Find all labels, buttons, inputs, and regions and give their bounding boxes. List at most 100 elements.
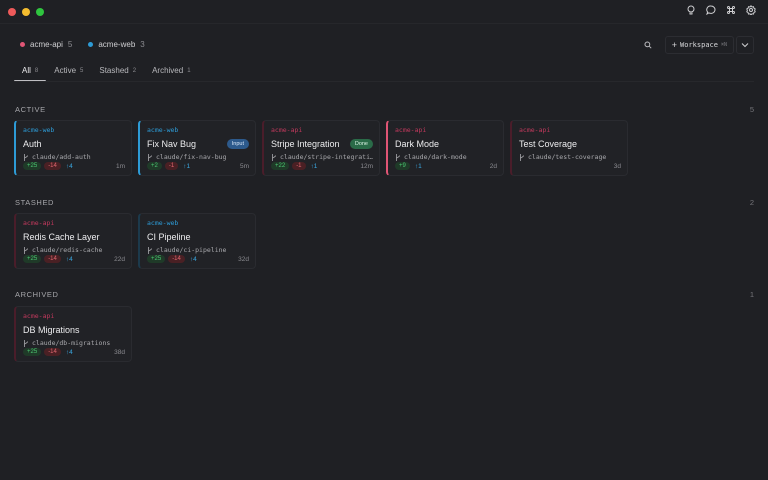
lines-added: +25 — [23, 348, 42, 356]
card-title: Fix Nav Bug — [147, 139, 197, 149]
lines-removed: -14 — [168, 255, 185, 263]
section-label: ACTIVE — [15, 105, 46, 114]
card-branch: claude/test-coverage — [528, 153, 607, 161]
tab-count: 1 — [187, 67, 191, 74]
repo-color-dot — [88, 42, 94, 47]
lines-added: +25 — [147, 255, 166, 263]
section-header-active: ACTIVE 5 — [15, 105, 754, 114]
close-window-button[interactable] — [8, 8, 16, 16]
card-branch: claude/redis-cache — [32, 246, 103, 254]
section-count: 1 — [749, 290, 754, 299]
card-branch: claude/db-migrations — [32, 339, 111, 347]
workspace-card[interactable]: acme-web CI Pipeline claude/ci-pipeline … — [138, 213, 256, 269]
plus-icon: + — [671, 40, 678, 50]
workspace-card[interactable]: acme-web Fix Nav Bug Input claude/fix-nav… — [138, 120, 256, 176]
tab-all[interactable]: All 8 — [14, 63, 47, 82]
tab-active[interactable]: Active 5 — [46, 63, 91, 81]
workspace-card[interactable]: acme-api Redis Cache Layer claude/redis-… — [14, 213, 132, 269]
tab-count: 5 — [80, 67, 84, 74]
lines-added: +25 — [23, 255, 42, 263]
card-age: 38d — [114, 348, 125, 356]
lines-added: +2 — [147, 162, 162, 170]
card-repo: acme-api — [271, 126, 303, 134]
status-badge: Done — [349, 139, 373, 149]
card-age: 5m — [239, 162, 249, 170]
card-repo: acme-api — [23, 219, 55, 227]
card-title: DB Migrations — [23, 325, 80, 335]
section-label: ARCHIVED — [15, 290, 59, 299]
card-branch: claude/add-auth — [32, 153, 91, 161]
git-branch-icon — [24, 246, 28, 254]
card-title: Redis Cache Layer — [23, 232, 100, 242]
command-icon[interactable] — [726, 4, 736, 16]
lines-removed: -14 — [44, 348, 61, 356]
card-title: Test Coverage — [519, 139, 578, 149]
workspace-card[interactable]: acme-web Auth claude/add-auth +25 -14 ↑4… — [14, 120, 132, 176]
commits-ahead: ↑1 — [310, 162, 318, 170]
card-repo: acme-api — [23, 312, 55, 320]
commits-ahead: ↑4 — [65, 255, 73, 263]
workspace-label: Workspace — [680, 41, 718, 49]
card-age: 32d — [238, 255, 249, 263]
settings-gear-icon[interactable] — [746, 4, 756, 16]
tab-stashed[interactable]: Stashed 2 — [91, 63, 144, 81]
workspace-card[interactable]: acme-api DB Migrations claude/db-migrati… — [14, 306, 132, 362]
repo-filter-acme-web[interactable]: acme-web 3 — [88, 40, 145, 49]
repo-count: 5 — [67, 40, 73, 49]
repo-name: acme-api — [30, 40, 63, 49]
search-button[interactable] — [639, 36, 657, 54]
section-count: 2 — [749, 198, 754, 207]
active-cards: acme-web Auth claude/add-auth +25 -14 ↑4… — [14, 120, 628, 176]
git-branch-icon — [24, 153, 28, 161]
git-branch-icon — [396, 153, 400, 161]
workspace-card[interactable]: acme-api Stripe Integration Done claude/s… — [262, 120, 380, 176]
lines-removed: -14 — [44, 162, 61, 170]
tab-count: 8 — [34, 67, 39, 74]
chat-bubble-icon[interactable] — [706, 4, 716, 16]
section-label: STASHED — [15, 198, 55, 207]
git-branch-icon — [148, 153, 152, 161]
filter-tabs: All 8 Active 5 Stashed 2 Archived 1 — [14, 63, 199, 82]
commits-ahead: ↑4 — [65, 162, 73, 170]
tab-count: 2 — [132, 67, 137, 74]
stashed-cards: acme-api Redis Cache Layer claude/redis-… — [14, 213, 256, 269]
commits-ahead: ↑4 — [65, 348, 73, 356]
tab-archived[interactable]: Archived 1 — [144, 63, 198, 81]
section-header-archived: ARCHIVED 1 — [15, 290, 754, 299]
card-branch: claude/fix-nav-bug — [156, 153, 227, 161]
window-controls — [8, 8, 44, 16]
maximize-window-button[interactable] — [36, 8, 44, 16]
card-age: 22d — [114, 255, 125, 263]
shortcut-hint: ⌘N — [720, 42, 727, 48]
workspace-card[interactable]: acme-api Test Coverage claude/test-cover… — [510, 120, 628, 176]
tab-label: Stashed — [99, 66, 129, 75]
tab-label: Active — [54, 66, 77, 75]
section-header-stashed: STASHED 2 — [15, 198, 754, 207]
card-age: 3d — [613, 162, 621, 170]
repo-filter-acme-api[interactable]: acme-api 5 — [20, 40, 72, 49]
card-repo: acme-api — [519, 126, 551, 134]
workspace-card[interactable]: acme-api Dark Mode claude/dark-mode +9 ↑… — [386, 120, 504, 176]
status-badge: Input — [226, 139, 249, 149]
lines-removed: -1 — [292, 162, 306, 170]
card-branch: claude/ci-pipeline — [156, 246, 227, 254]
workspace-dropdown-button[interactable] — [736, 36, 754, 54]
new-workspace-button[interactable]: + Workspace ⌘N — [664, 36, 734, 54]
card-repo: acme-web — [23, 126, 55, 134]
repo-color-dot — [20, 42, 25, 47]
lightbulb-icon[interactable] — [686, 4, 696, 16]
minimize-window-button[interactable] — [22, 8, 30, 16]
repo-name: acme-web — [98, 40, 136, 49]
card-title: Auth — [23, 139, 42, 149]
tab-label: All — [22, 66, 31, 75]
repo-count: 3 — [140, 40, 145, 49]
tab-label: Archived — [152, 66, 184, 75]
lines-removed: -1 — [164, 162, 179, 170]
commits-ahead: ↑4 — [189, 255, 197, 263]
card-repo: acme-api — [395, 126, 427, 134]
title-bar-icons — [686, 4, 756, 16]
card-age: 12m — [360, 162, 373, 170]
card-branch: claude/dark-mode — [404, 153, 467, 161]
section-count: 5 — [749, 105, 754, 114]
commits-ahead: ↑1 — [183, 162, 191, 170]
